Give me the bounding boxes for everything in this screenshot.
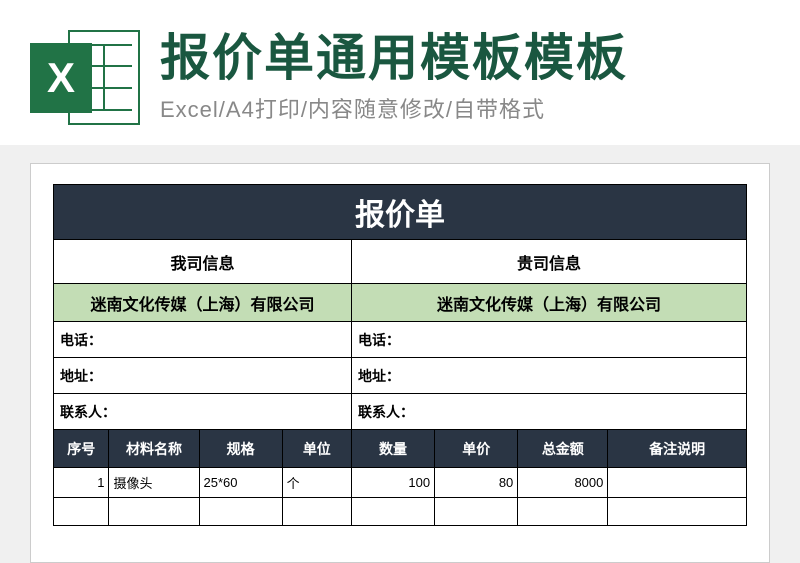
col-name: 材料名称 [109, 430, 199, 468]
your-info-header: 贵司信息 [351, 240, 746, 284]
col-price: 单价 [435, 430, 518, 468]
col-total: 总金额 [518, 430, 608, 468]
our-company: 迷南文化传媒（上海）有限公司 [54, 284, 352, 322]
header-text: 报价单通用模板模板 Excel/A4打印/内容随意修改/自带格式 [160, 31, 628, 124]
your-company: 迷南文化传媒（上海）有限公司 [351, 284, 746, 322]
cell-total: 8000 [518, 468, 608, 498]
your-phone-label: 电话： [351, 322, 746, 358]
your-address-label: 地址： [351, 358, 746, 394]
col-unit: 单位 [282, 430, 351, 468]
our-phone-label: 电话： [54, 322, 352, 358]
page-subtitle: Excel/A4打印/内容随意修改/自带格式 [160, 92, 628, 124]
template-preview: 报价单 我司信息 贵司信息 迷南文化传媒（上海）有限公司 迷南文化传媒（上海）有… [30, 163, 770, 563]
col-note: 备注说明 [608, 430, 747, 468]
col-spec: 规格 [199, 430, 282, 468]
table-row [54, 498, 747, 526]
our-address-label: 地址： [54, 358, 352, 394]
excel-icon-letter: X [47, 54, 75, 102]
table-row: 1 摄像头 25*60 个 100 80 8000 [54, 468, 747, 498]
quote-title: 报价单 [54, 185, 747, 240]
excel-icon: X [30, 25, 140, 130]
our-info-header: 我司信息 [54, 240, 352, 284]
page-header: X 报价单通用模板模板 Excel/A4打印/内容随意修改/自带格式 [0, 0, 800, 145]
cell-note [608, 468, 747, 498]
your-contact-label: 联系人： [351, 394, 746, 430]
cell-price: 80 [435, 468, 518, 498]
page-title: 报价单通用模板模板 [160, 31, 628, 86]
cell-no: 1 [54, 468, 109, 498]
cell-unit: 个 [282, 468, 351, 498]
cell-name: 摄像头 [109, 468, 199, 498]
cell-qty: 100 [351, 468, 434, 498]
cell-spec: 25*60 [199, 468, 282, 498]
our-contact-label: 联系人： [54, 394, 352, 430]
col-qty: 数量 [351, 430, 434, 468]
col-no: 序号 [54, 430, 109, 468]
quote-table: 报价单 我司信息 贵司信息 迷南文化传媒（上海）有限公司 迷南文化传媒（上海）有… [53, 184, 747, 526]
